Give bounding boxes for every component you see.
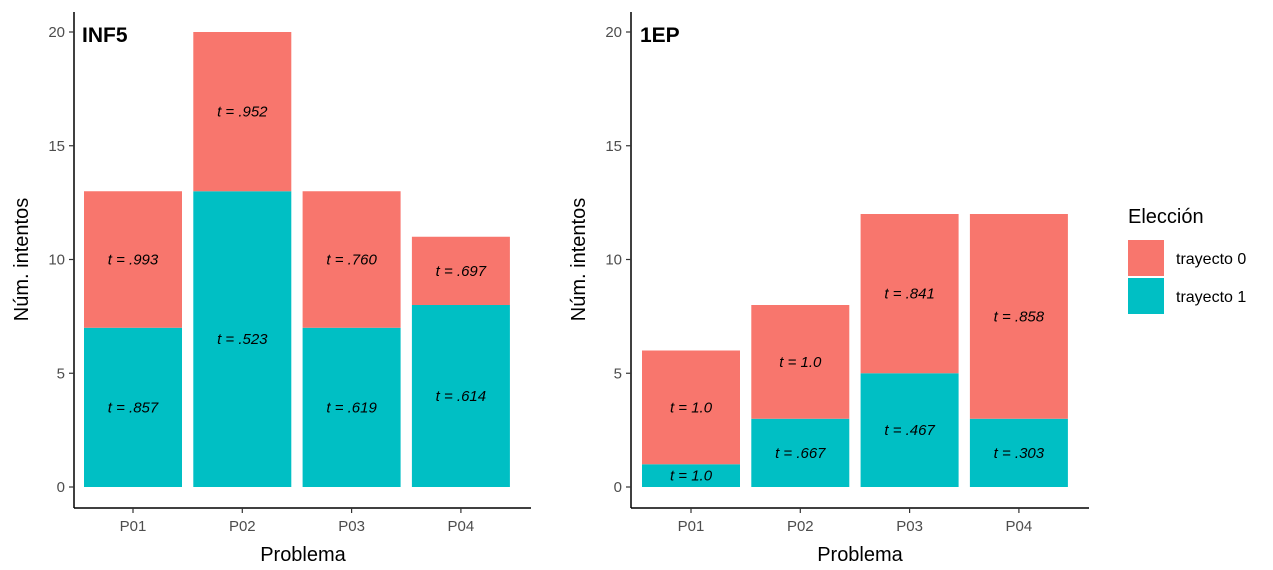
bar-value-label: t = .614 [436,388,486,405]
panel-title: 1EP [640,24,680,47]
bar-segment-trayecto-1-p03 [302,327,401,487]
bar-value-label: t = .841 [884,286,934,303]
x-tick-label: P04 [1006,518,1033,535]
panel-inf5: 0 5 10 15 20 t = .857 t = .993 P01 t = .523 t = .… [11,12,531,566]
bar-value-label: t = .303 [994,445,1045,462]
y-tick-label: 5 [57,365,65,382]
bar-value-label: t = .993 [108,252,159,269]
x-tick-label: P01 [678,518,705,535]
bar-value-label: t = .619 [326,399,377,416]
bar-segment-trayecto-1-p01 [642,464,740,487]
bar-segment-trayecto-1-p04 [969,418,1068,487]
x-axis-title: Problema [817,544,903,566]
bar-segment-trayecto-0-p04 [411,236,510,305]
bar-segment-trayecto-0-p01 [84,191,182,328]
bar-segment-trayecto-1-p02 [193,191,292,487]
bar-value-label: t = .952 [217,104,268,121]
y-tick-label: 0 [57,479,65,496]
bar-value-label: t = .858 [994,308,1045,325]
y-tick-label: 15 [48,138,65,155]
x-tick-label: P02 [787,518,814,535]
legend-title: Elección [1128,206,1204,228]
y-tick-label: 20 [48,24,65,41]
panel-title: INF5 [82,24,128,47]
bar-segment-trayecto-1-p01 [84,327,182,487]
bar-value-label: t = .667 [775,445,826,462]
bar-value-label: t = 1.0 [670,468,713,485]
y-tick-label: 0 [614,479,622,496]
bar-segment-trayecto-0-p03 [302,191,401,328]
legend-label-trayecto-1: trayecto 1 [1176,289,1246,306]
bar-segment-trayecto-0-p04 [969,214,1068,419]
bar-segment-trayecto-0-p03 [860,214,959,374]
y-tick-label: 10 [605,252,622,269]
x-tick-label: P03 [896,518,923,535]
panel-1ep: 0 5 10 15 20 t = 1.0 t = 1.0 P01 t = .667 t = 1.0… [568,12,1089,566]
bar-segment-trayecto-1-p03 [860,373,959,487]
y-tick-label: 10 [48,252,65,269]
legend-swatch-trayecto-1 [1128,278,1164,314]
bar-value-label: t = 1.0 [670,399,713,416]
bar-value-label: t = .467 [884,422,935,439]
bar-value-label: t = .760 [326,252,377,269]
bar-segment-trayecto-0-p02 [751,305,850,419]
y-axis-title: Núm. intentos [11,198,33,321]
y-axis-title: Núm. intentos [568,198,590,321]
bar-segment-trayecto-0-p02 [193,32,292,192]
y-tick-label: 15 [605,138,622,155]
y-tick-label: 5 [614,365,622,382]
x-tick-label: P02 [229,518,256,535]
x-tick-label: P01 [120,518,147,535]
legend-label-trayecto-0: trayecto 0 [1176,251,1246,268]
bar-value-label: t = .697 [436,263,487,280]
bar-segment-trayecto-0-p01 [642,350,740,465]
y-tick-label: 20 [605,24,622,41]
bar-segment-trayecto-1-p04 [411,305,510,487]
bar-value-label: t = 1.0 [779,354,822,371]
bar-value-label: t = .523 [217,331,268,348]
bar-segment-trayecto-1-p02 [751,418,850,487]
x-tick-label: P03 [338,518,365,535]
legend-swatch-trayecto-0 [1128,240,1164,276]
x-tick-label: P04 [448,518,475,535]
legend: Elección trayecto 0 trayecto 1 [1128,206,1246,314]
x-axis-title: Problema [260,544,346,566]
bar-value-label: t = .857 [108,399,159,416]
